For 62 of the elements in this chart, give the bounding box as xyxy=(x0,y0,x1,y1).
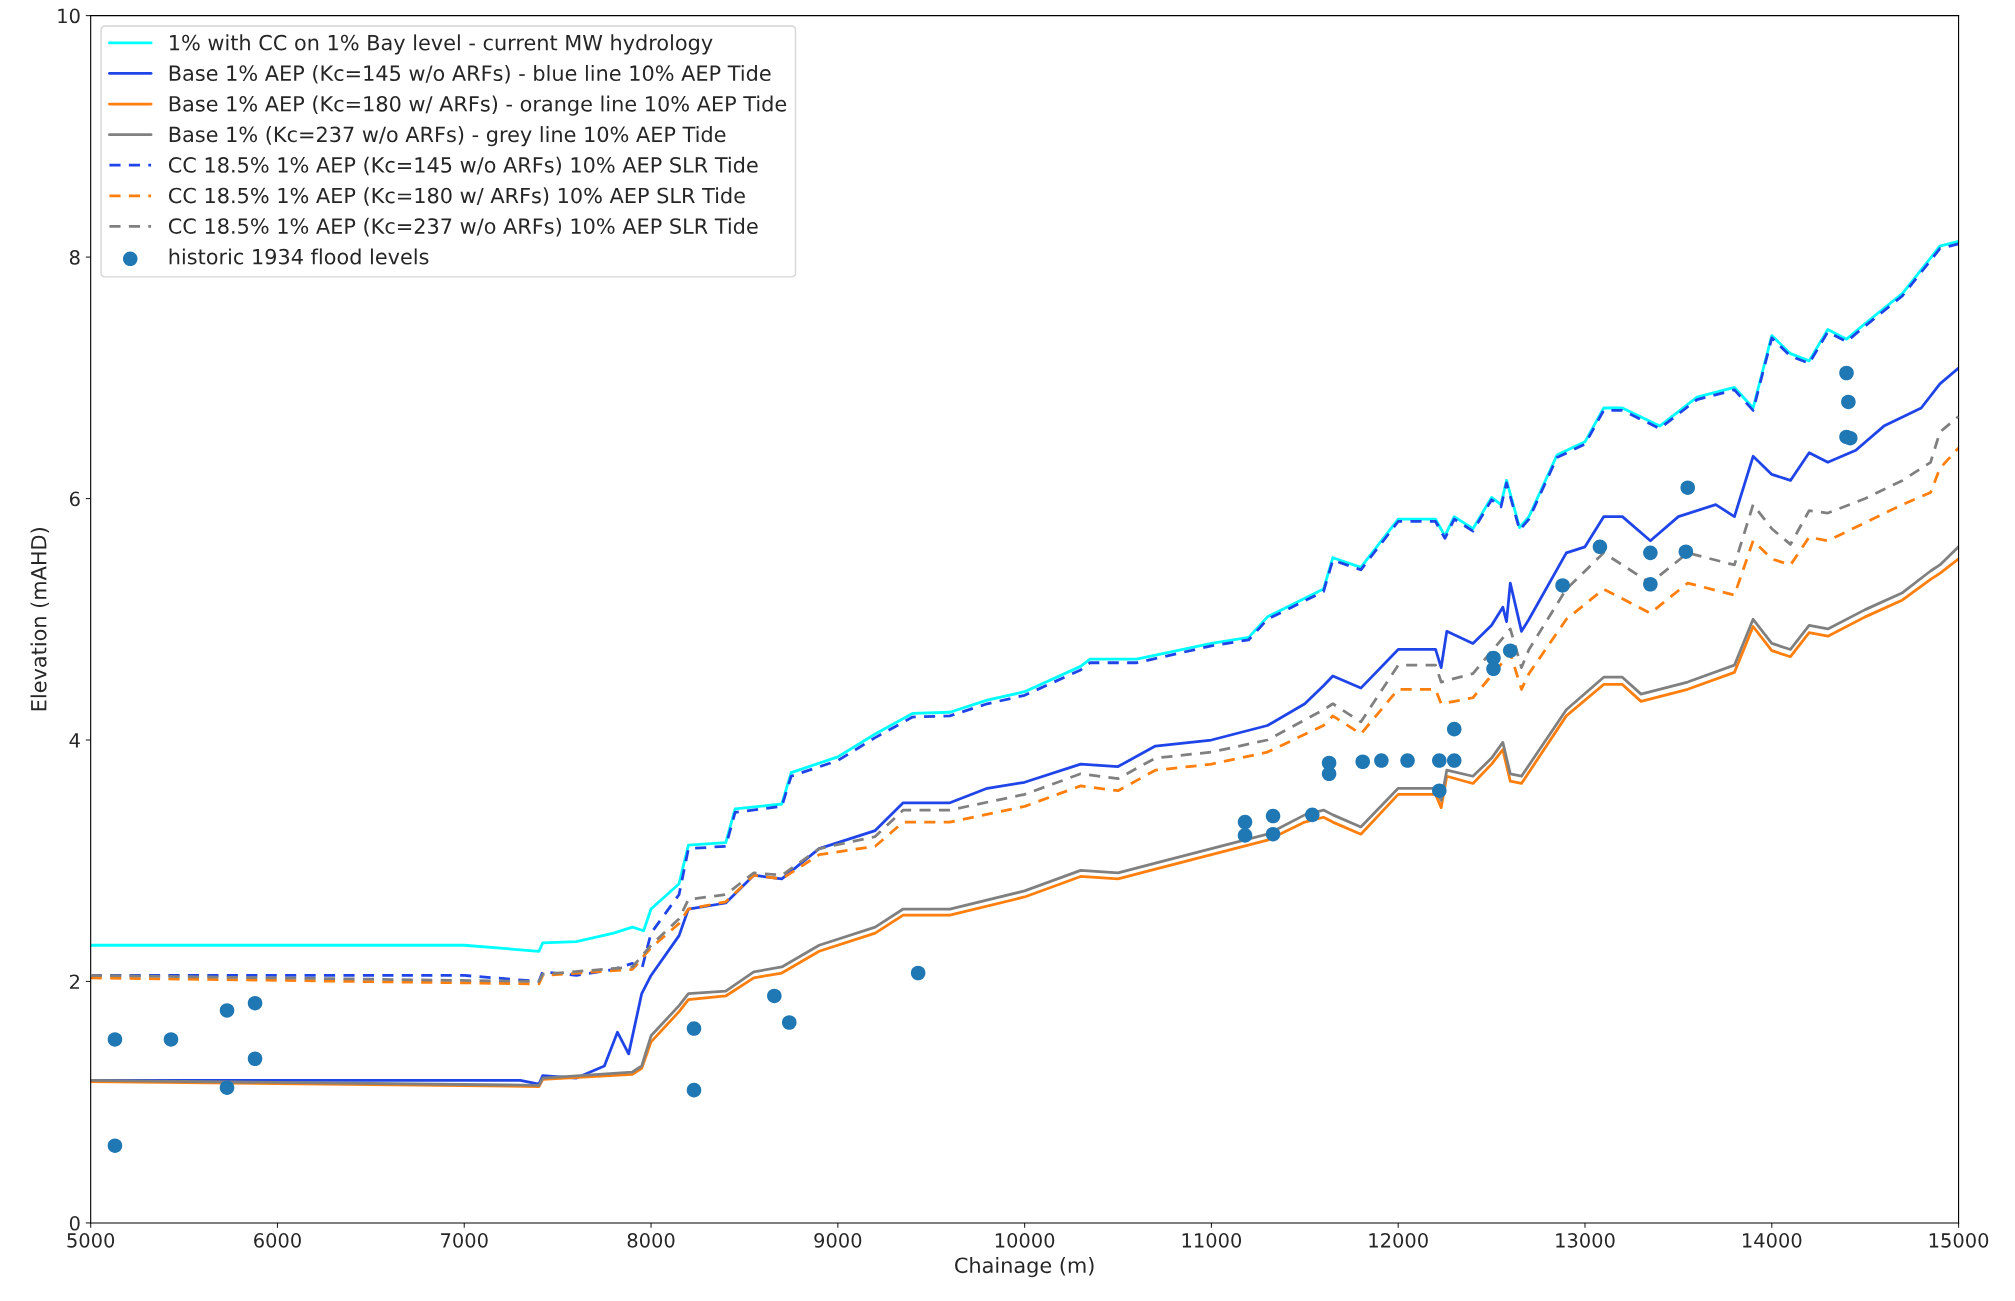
point xyxy=(1374,753,1389,768)
x-tick-label: 5000 xyxy=(67,1233,115,1248)
point xyxy=(1400,753,1415,768)
point xyxy=(686,1021,702,1036)
y-tick-label: 2 xyxy=(70,974,80,989)
legend-label: Base 1% AEP (Kc=180 w/ ARFs) - orange line 10% AEP Tide xyxy=(169,95,787,116)
point xyxy=(1502,643,1518,658)
point xyxy=(1841,394,1856,410)
y-tick-label: 8 xyxy=(69,250,80,265)
legend-label: Base 1% (Kc=237 w/o ARFs) - grey line 10% AEP Tide xyxy=(169,126,726,147)
y-tick-label: 4 xyxy=(69,733,80,748)
x-axis-title: Chainage (m) xyxy=(955,1257,1094,1278)
point xyxy=(1446,753,1462,768)
point xyxy=(1680,480,1696,495)
point xyxy=(1355,754,1370,770)
point xyxy=(163,1032,179,1047)
point xyxy=(781,1015,797,1030)
point xyxy=(1432,783,1447,798)
x-tick-label: 12000 xyxy=(1369,1233,1428,1248)
legend-label: CC 18.5% 1% AEP (Kc=237 w/o ARFs) 10% AEP SLR Tide xyxy=(168,217,758,237)
x-tick-label: 13000 xyxy=(1556,1233,1615,1248)
point xyxy=(1237,828,1253,843)
legend-label: historic 1934 flood levels xyxy=(169,248,429,265)
point xyxy=(219,1003,235,1018)
point xyxy=(1839,365,1854,381)
point xyxy=(910,965,926,981)
legend-label: CC 18.5% 1% AEP (Kc=145 w/o ARFs) 10% AEP SLR Tide xyxy=(168,156,758,176)
y-tick-label: 6 xyxy=(69,491,80,507)
point xyxy=(1486,650,1501,666)
point xyxy=(1321,766,1337,782)
legend-label: 1% with CC on 1% Bay level - current MW hydrology xyxy=(170,34,713,55)
point xyxy=(1446,721,1462,737)
point xyxy=(107,1032,123,1047)
point xyxy=(1265,826,1281,842)
x-tick-label: 15000 xyxy=(1929,1233,1989,1248)
x-tick-label: 10000 xyxy=(995,1233,1055,1248)
point xyxy=(1555,578,1570,593)
legend-label: Base 1% AEP (Kc=145 w/o ARFs) - blue line 10% AEP Tide xyxy=(169,64,771,84)
x-tick-label: 14000 xyxy=(1743,1233,1802,1248)
x-tick-label: 6000 xyxy=(254,1233,301,1248)
y-axis-title: Elevation (mAHD) xyxy=(30,528,50,711)
point xyxy=(247,995,263,1011)
point xyxy=(1643,576,1658,592)
legend-label: CC 18.5% 1% AEP (Kc=180 w/ ARFs) 10% AEP SLR Tide xyxy=(168,187,745,206)
point xyxy=(1592,539,1608,555)
point xyxy=(1678,544,1694,559)
y-tick-label: 0 xyxy=(69,1215,80,1231)
x-tick-label: 11000 xyxy=(1182,1233,1242,1248)
point xyxy=(1432,753,1447,768)
point xyxy=(686,1082,702,1098)
point xyxy=(247,1051,263,1067)
x-tick-label: 9000 xyxy=(814,1233,862,1248)
point xyxy=(1643,545,1658,561)
y-tick-label: 10 xyxy=(58,8,80,24)
point xyxy=(1237,814,1253,830)
x-tick-label: 8000 xyxy=(627,1233,675,1248)
point xyxy=(1305,807,1320,823)
x-tick-label: 7000 xyxy=(441,1233,488,1248)
point xyxy=(767,988,782,1004)
point xyxy=(107,1138,123,1153)
point xyxy=(219,1080,235,1095)
point xyxy=(1265,808,1281,824)
